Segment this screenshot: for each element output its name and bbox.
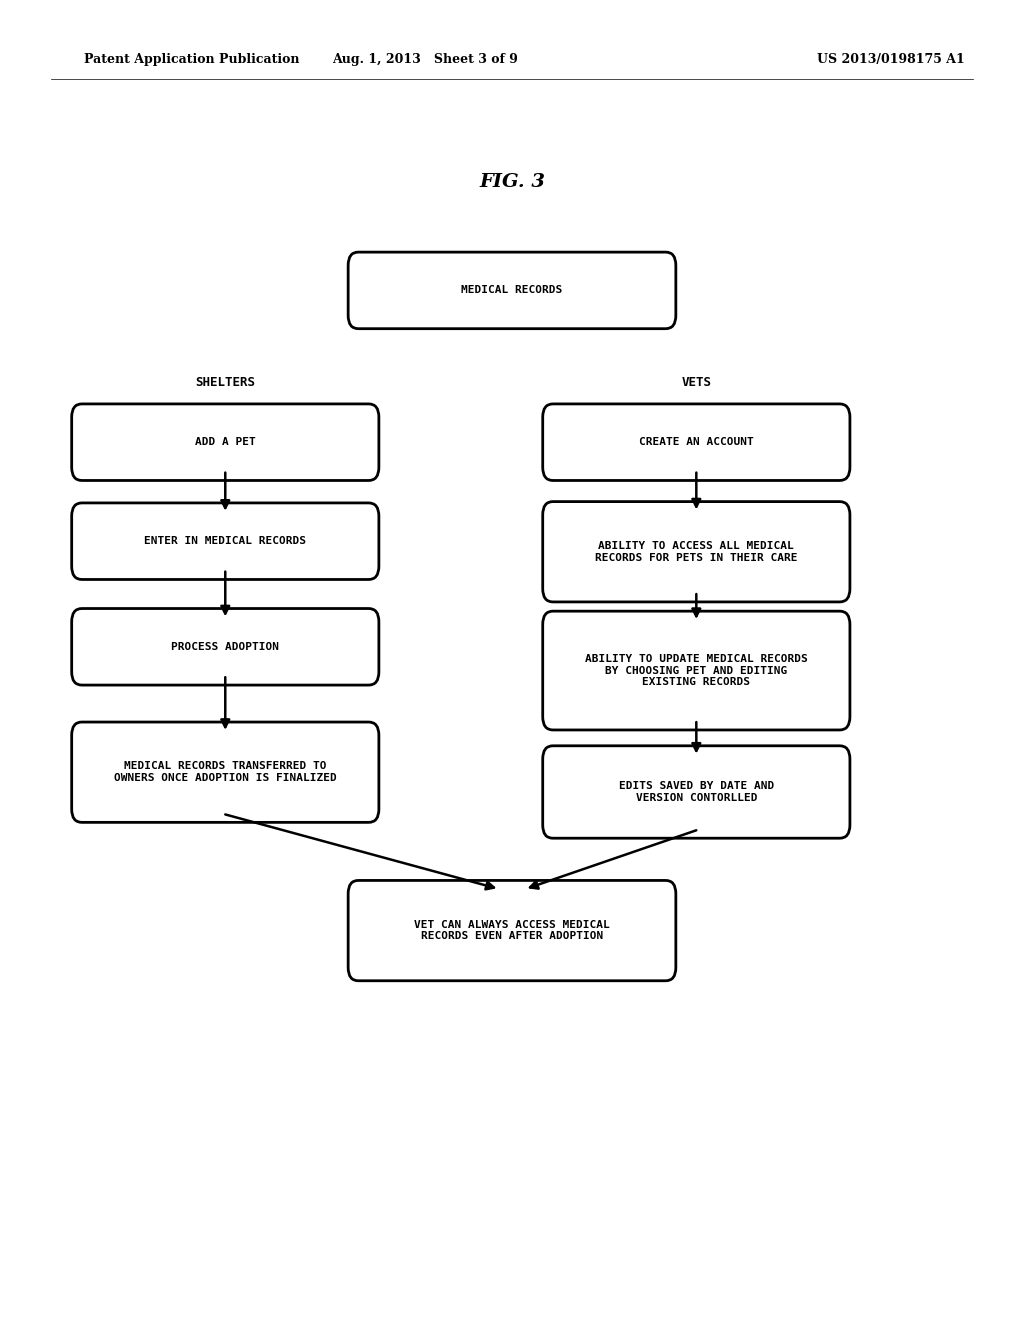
Text: ENTER IN MEDICAL RECORDS: ENTER IN MEDICAL RECORDS xyxy=(144,536,306,546)
Text: US 2013/0198175 A1: US 2013/0198175 A1 xyxy=(817,53,965,66)
Text: FIG. 3: FIG. 3 xyxy=(479,173,545,191)
FancyBboxPatch shape xyxy=(543,746,850,838)
Text: ADD A PET: ADD A PET xyxy=(195,437,256,447)
FancyBboxPatch shape xyxy=(348,252,676,329)
FancyBboxPatch shape xyxy=(543,404,850,480)
Text: PROCESS ADOPTION: PROCESS ADOPTION xyxy=(171,642,280,652)
Text: ABILITY TO ACCESS ALL MEDICAL
RECORDS FOR PETS IN THEIR CARE: ABILITY TO ACCESS ALL MEDICAL RECORDS FO… xyxy=(595,541,798,562)
Text: Patent Application Publication: Patent Application Publication xyxy=(84,53,299,66)
Text: MEDICAL RECORDS TRANSFERRED TO
OWNERS ONCE ADOPTION IS FINALIZED: MEDICAL RECORDS TRANSFERRED TO OWNERS ON… xyxy=(114,762,337,783)
Text: CREATE AN ACCOUNT: CREATE AN ACCOUNT xyxy=(639,437,754,447)
Text: MEDICAL RECORDS: MEDICAL RECORDS xyxy=(462,285,562,296)
FancyBboxPatch shape xyxy=(543,502,850,602)
FancyBboxPatch shape xyxy=(72,722,379,822)
FancyBboxPatch shape xyxy=(543,611,850,730)
Text: Aug. 1, 2013   Sheet 3 of 9: Aug. 1, 2013 Sheet 3 of 9 xyxy=(332,53,518,66)
FancyBboxPatch shape xyxy=(72,503,379,579)
Text: SHELTERS: SHELTERS xyxy=(196,376,255,389)
Text: VET CAN ALWAYS ACCESS MEDICAL
RECORDS EVEN AFTER ADOPTION: VET CAN ALWAYS ACCESS MEDICAL RECORDS EV… xyxy=(414,920,610,941)
Text: VETS: VETS xyxy=(681,376,712,389)
FancyBboxPatch shape xyxy=(72,404,379,480)
Text: EDITS SAVED BY DATE AND
VERSION CONTORLLED: EDITS SAVED BY DATE AND VERSION CONTORLL… xyxy=(618,781,774,803)
FancyBboxPatch shape xyxy=(72,609,379,685)
Text: ABILITY TO UPDATE MEDICAL RECORDS
BY CHOOSING PET AND EDITING
EXISTING RECORDS: ABILITY TO UPDATE MEDICAL RECORDS BY CHO… xyxy=(585,653,808,688)
FancyBboxPatch shape xyxy=(348,880,676,981)
